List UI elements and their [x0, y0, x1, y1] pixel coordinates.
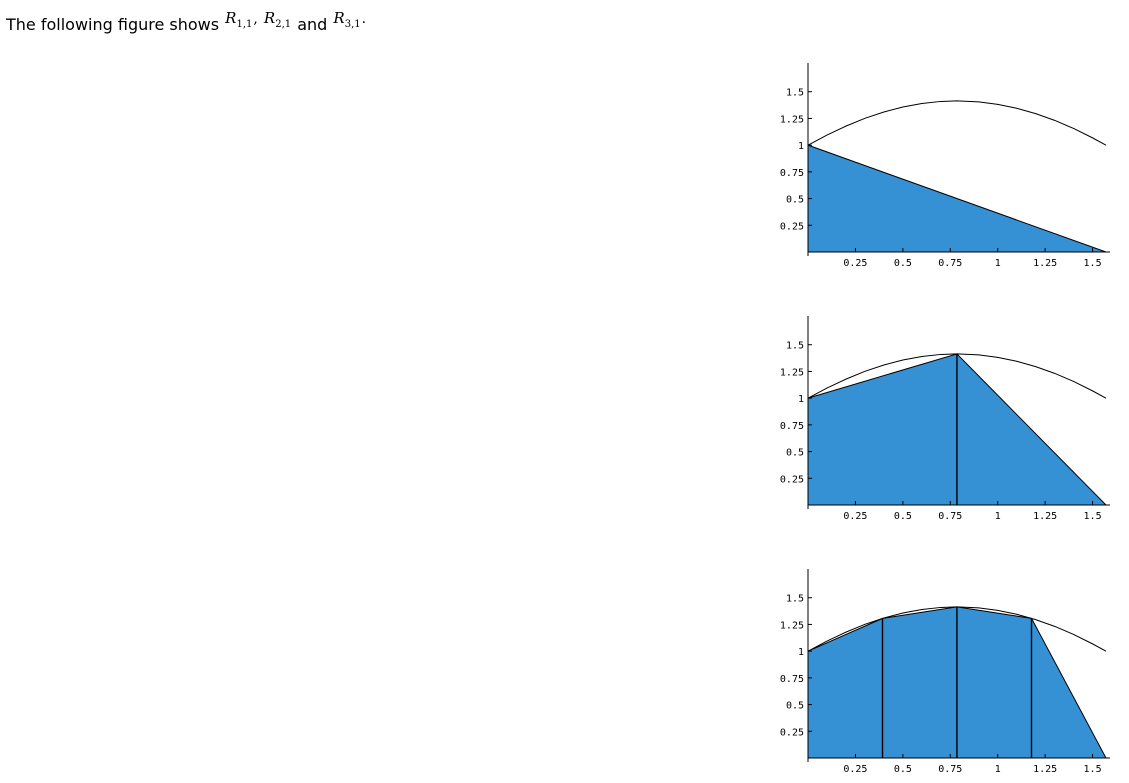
x-tick-label: 1	[995, 511, 1001, 522]
r-2-1-symbol: R2,1	[263, 9, 292, 30]
comma-separator: ,	[253, 11, 258, 27]
y-tick-label: 0.25	[780, 727, 804, 738]
and-word: and	[297, 15, 328, 34]
intro-sentence: The following figure shows R1,1, R2,1 an…	[6, 9, 367, 47]
figure-r-3-1: 0.25 0.5 0.75 1 1.25 1.5 0.25 0.5 0.75 1 1.25 1.5	[765, 561, 1115, 781]
y-tick-label: 0.25	[780, 474, 804, 485]
x-tick-label: 1.25	[1033, 764, 1057, 775]
x-tick-label: 0.75	[938, 258, 962, 269]
x-tick-label: 0.25	[843, 764, 867, 775]
y-tick-label: 1.5	[786, 88, 804, 99]
y-tick-label: 1.25	[780, 367, 804, 378]
y-tick-label: 1.5	[786, 341, 804, 352]
r-3-1-symbol: R3,1	[333, 9, 361, 30]
function-curve	[807, 100, 1107, 146]
y-tick-label: 1.25	[780, 620, 804, 631]
y-tick-label: 0.75	[780, 168, 804, 179]
y-tick-label: 1	[798, 647, 804, 658]
y-tick-label: 1.25	[780, 114, 804, 125]
chart-r-3-1: 0.25 0.5 0.75 1 1.25 1.5 0.25 0.5 0.75 1 1.25 1.5	[780, 569, 1110, 775]
intro-text: The following figure shows	[6, 15, 220, 34]
chart-r-1-1: 0.25 0.5 0.75 1 1.25 1.5 0.25 0.5 0.75 1 1.25 1.5	[780, 63, 1110, 269]
y-tick-label: 1.5	[786, 594, 804, 605]
figure-r-1-1: 0.25 0.5 0.75 1 1.25 1.5 0.25 0.5 0.75 1 1.25 1.5	[765, 55, 1115, 275]
r-1-1-symbol: R1,1	[225, 9, 253, 30]
y-tick-label: 0.5	[786, 448, 804, 459]
x-tick-label: 0.5	[894, 258, 912, 269]
x-tick-label: 0.25	[843, 258, 867, 269]
x-tick-label: 1.5	[1084, 258, 1102, 269]
x-tick-label: 1.5	[1084, 764, 1102, 775]
x-tick-label: 0.75	[938, 511, 962, 522]
y-tick-label: 0.5	[786, 195, 804, 206]
x-tick-label: 0.5	[894, 511, 912, 522]
function-curve	[807, 606, 1107, 652]
x-tick-label: 0.75	[938, 764, 962, 775]
y-tick-label: 0.25	[780, 221, 804, 232]
y-tick-label: 1	[798, 141, 804, 152]
x-tick-label: 1	[995, 764, 1001, 775]
x-tick-label: 1.25	[1033, 258, 1057, 269]
x-tick-label: 0.25	[843, 511, 867, 522]
x-tick-label: 1	[995, 258, 1001, 269]
y-tick-label: 0.75	[780, 421, 804, 432]
function-curve	[807, 353, 1107, 399]
y-tick-label: 0.75	[780, 674, 804, 685]
period: .	[361, 11, 367, 27]
approximation-region	[807, 144, 1107, 253]
y-tick-label: 0.5	[786, 701, 804, 712]
figure-r-2-1: 0.25 0.5 0.75 1 1.25 1.5 0.25 0.5 0.75 1 1.25 1.5	[765, 308, 1115, 528]
y-tick-label: 1	[798, 394, 804, 405]
x-tick-label: 1.25	[1033, 511, 1057, 522]
x-tick-label: 1.5	[1084, 511, 1102, 522]
chart-r-2-1: 0.25 0.5 0.75 1 1.25 1.5 0.25 0.5 0.75 1 1.25 1.5	[780, 316, 1110, 522]
x-tick-label: 0.5	[894, 764, 912, 775]
